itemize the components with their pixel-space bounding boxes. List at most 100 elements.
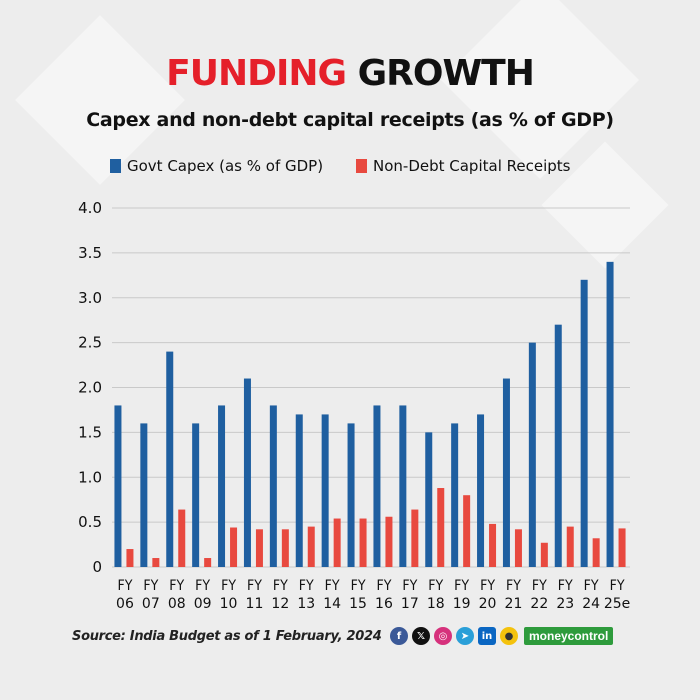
x-tick-label-line1: FY [169,578,184,594]
bar-receipts [592,538,600,567]
x-tick-label-line2: 14 [323,596,341,612]
bar-receipts [514,529,522,567]
x-tick-label-line2: 16 [375,596,393,612]
bar-capex [606,261,614,567]
x-tick-label-line2: 09 [194,596,212,612]
bar-capex [554,324,562,567]
x-tick-label-line2: 23 [556,596,574,612]
bar-receipts [566,526,574,567]
bar-capex [451,423,459,567]
bar-capex [114,405,122,567]
linkedin-icon[interactable]: in [478,627,496,645]
bar-receipts [281,529,289,567]
bar-receipts [178,509,186,567]
x-tick-label-line1: FY [325,578,340,594]
y-tick-label: 3.0 [78,289,102,307]
x-tick-label-line1: FY [376,578,391,594]
moneycontrol-logo: moneycontrol [524,627,614,645]
x-tick-label-line2: 11 [246,596,264,612]
legend-swatch-receipts [356,159,367,173]
bar-receipts [255,529,263,567]
bar-capex [373,405,381,567]
chart-title: FUNDING GROWTH [0,54,700,94]
x-tick-label-line1: FY [195,578,210,594]
x-tick-label-line2: 19 [453,596,471,612]
legend: Govt Capex (as % of GDP) Non-Debt Capita… [0,157,700,179]
bar-capex [425,432,433,567]
x-tick-label-line2: 13 [297,596,315,612]
x-tick-label-line2: 22 [530,596,548,612]
x-tick-label-line1: FY [143,578,158,594]
legend-swatch-capex [110,159,121,173]
bar-receipts [359,518,367,567]
source-note: Source: India Budget as of 1 February, 2… [72,629,382,644]
y-tick-label: 1.0 [78,468,102,486]
bar-receipts [126,549,134,567]
bar-capex [166,351,174,567]
y-tick-label: 0 [92,558,102,576]
y-tick-label: 1.5 [78,423,102,441]
bar-receipts [230,527,238,567]
bar-receipts [540,542,548,567]
x-tick-label-line1: FY [273,578,288,594]
bar-capex [321,414,329,567]
bar-receipts [385,516,393,567]
bar-receipts [204,558,212,567]
bar-receipts [333,518,341,567]
instagram-icon[interactable]: ◎ [434,627,452,645]
x-tick-label-line1: FY [454,578,469,594]
bar-capex [502,378,510,567]
x-tick-label-line1: FY [402,578,417,594]
x-tick-label-line1: FY [532,578,547,594]
x-tick-label-line2: 17 [401,596,419,612]
y-tick-label: 2.5 [78,334,102,352]
y-tick-label: 2.0 [78,379,102,397]
social-icons: f 𝕏 ◎ ➤ in ● moneycontrol [390,625,614,647]
x-tick-label-line2: 20 [479,596,497,612]
x-tick-label-line2: 24 [582,596,600,612]
x-tick-label-line2: 21 [505,596,523,612]
koo-icon[interactable]: ● [500,627,518,645]
bar-receipts [489,523,497,567]
legend-label-capex: Govt Capex (as % of GDP) [127,157,324,175]
telegram-icon[interactable]: ➤ [456,627,474,645]
x-tick-label-line2: 07 [142,596,160,612]
bar-receipts [152,558,160,567]
legend-label-receipts: Non-Debt Capital Receipts [373,157,571,175]
x-tick-label-line2: 18 [427,596,445,612]
x-tick-label-line1: FY [247,578,262,594]
title-part-1: FUNDING [166,53,347,94]
bar-capex [399,405,407,567]
x-tick-label-line1: FY [610,578,625,594]
bar-capex [218,405,226,567]
chart-subtitle: Capex and non-debt capital receipts (as … [86,109,614,131]
x-tick-label-line2: 25e [604,596,630,612]
x-tick-label-line2: 08 [168,596,186,612]
bar-capex [269,405,277,567]
bar-capex [580,279,588,567]
bar-capex [528,342,536,567]
x-tick-label-line1: FY [351,578,366,594]
bar-receipts [463,495,471,567]
x-tick-label-line1: FY [558,578,573,594]
x-tick-label-line1: FY [299,578,314,594]
bar-capex [295,414,303,567]
facebook-icon[interactable]: f [390,627,408,645]
bar-receipts [411,509,419,567]
bar-capex [477,414,485,567]
x-tick-label-line2: 10 [220,596,238,612]
legend-item-receipts: Non-Debt Capital Receipts [356,157,570,175]
bar-capex [243,378,251,567]
bar-capex [140,423,148,567]
bar-receipts [618,528,626,567]
bar-receipts [307,526,315,567]
x-tick-label-line1: FY [584,578,599,594]
x-tick-label-line1: FY [117,578,132,594]
y-tick-label: 4.0 [78,199,102,217]
title-part-2: GROWTH [357,53,535,94]
x-icon[interactable]: 𝕏 [412,627,430,645]
x-tick-label-line1: FY [221,578,236,594]
legend-item-capex: Govt Capex (as % of GDP) [110,157,323,175]
y-tick-label: 0.5 [78,513,102,531]
